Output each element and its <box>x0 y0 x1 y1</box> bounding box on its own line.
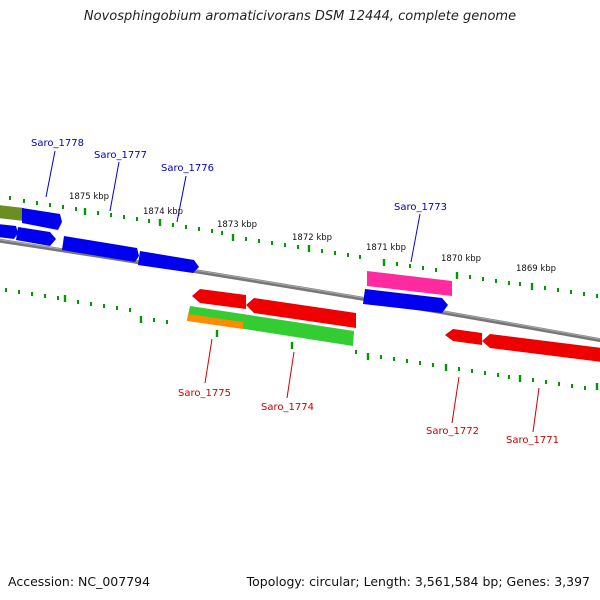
gene-label[interactable]: Saro_1777 <box>94 150 147 161</box>
gene-label[interactable]: Saro_1775 <box>178 388 231 399</box>
kbp-label: 1870 kbp <box>441 254 481 264</box>
label-connectors <box>45 150 540 433</box>
genome-backbone <box>0 238 600 343</box>
gene-saro-1771[interactable] <box>482 334 600 362</box>
gene-saro-1773-pink[interactable] <box>367 271 452 296</box>
kbp-label: 1874 kbp <box>143 207 183 217</box>
forward-strand-features <box>0 205 452 313</box>
gene-saro-1778[interactable] <box>22 208 62 230</box>
kbp-label: 1869 kbp <box>516 264 556 274</box>
olive-feature <box>0 205 24 221</box>
kbp-labels: 1875 kbp 1874 kbp 1873 kbp 1872 kbp 1871… <box>69 192 556 274</box>
gene-saro-1777[interactable] <box>16 227 56 246</box>
gene-label[interactable]: Saro_1776 <box>161 163 214 174</box>
gene-saro-1776[interactable] <box>62 236 139 262</box>
gene-label[interactable]: Saro_1772 <box>426 426 479 437</box>
genome-summary-label: Topology: circular; Length: 3,561,584 bp… <box>246 574 590 589</box>
gene-partial-left[interactable] <box>0 224 18 239</box>
gene-label[interactable]: Saro_1771 <box>506 435 559 446</box>
gene-label[interactable]: Saro_1778 <box>31 138 84 149</box>
gene-saro-1772[interactable] <box>445 329 482 345</box>
lower-tick-track <box>5 288 599 390</box>
gene-saro-1773[interactable] <box>363 289 448 313</box>
orange-feature <box>187 314 243 329</box>
genome-title: Novosphingobium aromaticivorans DSM 1244… <box>83 9 517 24</box>
reverse-strand-features <box>187 289 600 362</box>
upper-tick-track <box>9 196 598 298</box>
gene-forward-blue[interactable] <box>138 251 199 273</box>
kbp-label: 1875 kbp <box>69 192 109 202</box>
accession-label: Accession: NC_007794 <box>8 574 151 589</box>
gene-labels: Saro_1778 Saro_1777 Saro_1776 Saro_1773 … <box>31 138 559 446</box>
green-feature <box>187 306 354 346</box>
kbp-label: 1871 kbp <box>366 243 406 253</box>
gene-label[interactable]: Saro_1774 <box>261 402 314 413</box>
gene-saro-1774[interactable] <box>246 298 356 328</box>
gene-label[interactable]: Saro_1773 <box>394 202 447 213</box>
kbp-label: 1873 kbp <box>217 220 257 230</box>
kbp-label: 1872 kbp <box>292 233 332 243</box>
gene-saro-1775[interactable] <box>192 289 246 309</box>
